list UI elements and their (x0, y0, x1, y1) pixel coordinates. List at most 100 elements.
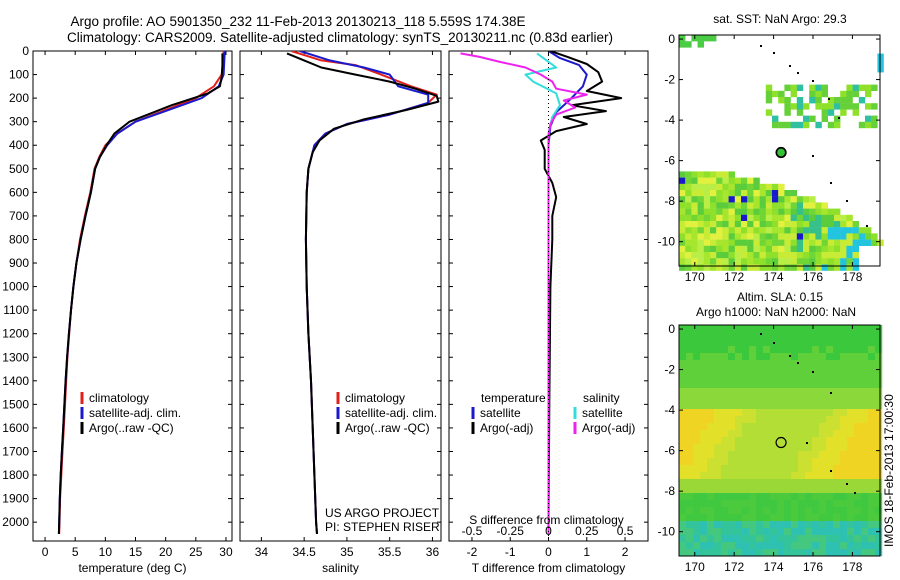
sla-cell (812, 332, 820, 340)
sla-cell (721, 542, 729, 550)
sst-cell (759, 264, 766, 271)
sst-cell (796, 103, 804, 110)
sla-cell (721, 528, 729, 536)
sla-cell (847, 493, 855, 501)
sst-cell (778, 202, 785, 209)
sst-cell (765, 84, 773, 91)
sst-cell (852, 103, 859, 110)
sla-cell (770, 500, 778, 508)
sla-cell (700, 346, 708, 354)
sla-cell (826, 339, 834, 347)
sla-cell (700, 493, 708, 501)
sst-cell (803, 208, 810, 215)
sst-cell (778, 245, 785, 253)
sla-cell (826, 535, 834, 543)
sla-cell (833, 451, 841, 459)
x-tick-label: 25 (189, 545, 203, 559)
island (789, 355, 791, 357)
sla-cell (784, 353, 792, 361)
sla-cell (840, 514, 848, 522)
y-tick-label: 1700 (2, 444, 29, 458)
y-tick-label: 1100 (3, 303, 29, 317)
sla-cell (700, 430, 708, 438)
sst-cell (697, 41, 704, 48)
sla-cell (861, 416, 869, 424)
sst-cell (759, 183, 766, 191)
sla-cell (721, 444, 729, 452)
sla-cell (686, 514, 694, 522)
x-tick-label: 2 (622, 545, 629, 559)
sla-cell (819, 430, 827, 438)
sla-cell (875, 486, 883, 494)
sla-cell (770, 360, 778, 368)
sst-cell (846, 245, 853, 253)
sst-cell (710, 245, 717, 253)
sla-cell (784, 409, 792, 417)
sla-cell (875, 493, 883, 501)
sla-cell (679, 535, 687, 543)
sla-cell (805, 535, 813, 543)
sla-cell (798, 395, 806, 403)
sla-cell (854, 332, 862, 340)
sst-cell (834, 233, 841, 240)
sst-cell (796, 121, 804, 129)
sst-cell (821, 245, 828, 253)
islands (760, 45, 868, 227)
sla-cell (770, 542, 778, 550)
sla-cell (847, 332, 855, 340)
sla-cell (805, 458, 813, 466)
sst-cell (784, 97, 791, 104)
sla-cell (854, 458, 862, 466)
sla-cell (721, 367, 729, 375)
sla-cell (777, 339, 785, 347)
y-tick-label: 300 (9, 115, 29, 129)
sla-cell (714, 437, 722, 445)
sla-cell (847, 353, 855, 361)
sla-cell (735, 381, 743, 389)
y-tick-label: 1300 (2, 350, 29, 364)
sla-cell (847, 339, 855, 347)
sla-cell (875, 479, 883, 487)
sst-cell (778, 214, 785, 222)
sst-cell (796, 208, 804, 215)
sla-cell (700, 353, 708, 361)
sla-cell (868, 423, 876, 431)
x-tick-label: 10 (99, 545, 113, 559)
sst-cell (840, 258, 847, 265)
sla-cell (784, 479, 792, 487)
sla-cell (854, 507, 862, 515)
sla-cell (728, 500, 736, 508)
sla-cell (735, 430, 743, 438)
sst-cell (790, 103, 797, 110)
sla-cell (868, 381, 876, 389)
sla-cell (826, 430, 834, 438)
difference-series-1 (539, 51, 623, 534)
sla-cell (847, 430, 855, 438)
sst-cell (697, 202, 704, 209)
sla-cell (875, 409, 883, 417)
legend-label: satellite-adj. clim. (89, 406, 181, 420)
sla-cell (791, 325, 799, 333)
argo-float-marker (775, 436, 787, 449)
sst-cell (679, 258, 686, 265)
sla-cell (784, 430, 792, 438)
sla-cell (791, 535, 799, 543)
sst-cell (852, 109, 859, 116)
sla-cell (777, 521, 785, 529)
sst-cell (784, 239, 791, 246)
sla-cell (784, 542, 792, 550)
sla-cell (686, 416, 694, 424)
sla-cell (686, 395, 694, 403)
island (830, 182, 832, 184)
sla-cell (812, 416, 820, 424)
sla-cell (714, 451, 722, 459)
sst-cell (728, 258, 735, 265)
sst-cell (753, 214, 760, 222)
sla-cell (784, 388, 792, 396)
sla-cell (763, 339, 771, 347)
sla-cell (763, 535, 771, 543)
sst-cell (697, 245, 704, 253)
sla-cell (707, 514, 715, 522)
sla-cell (819, 535, 827, 543)
argo-float-marker-fill (775, 147, 787, 158)
